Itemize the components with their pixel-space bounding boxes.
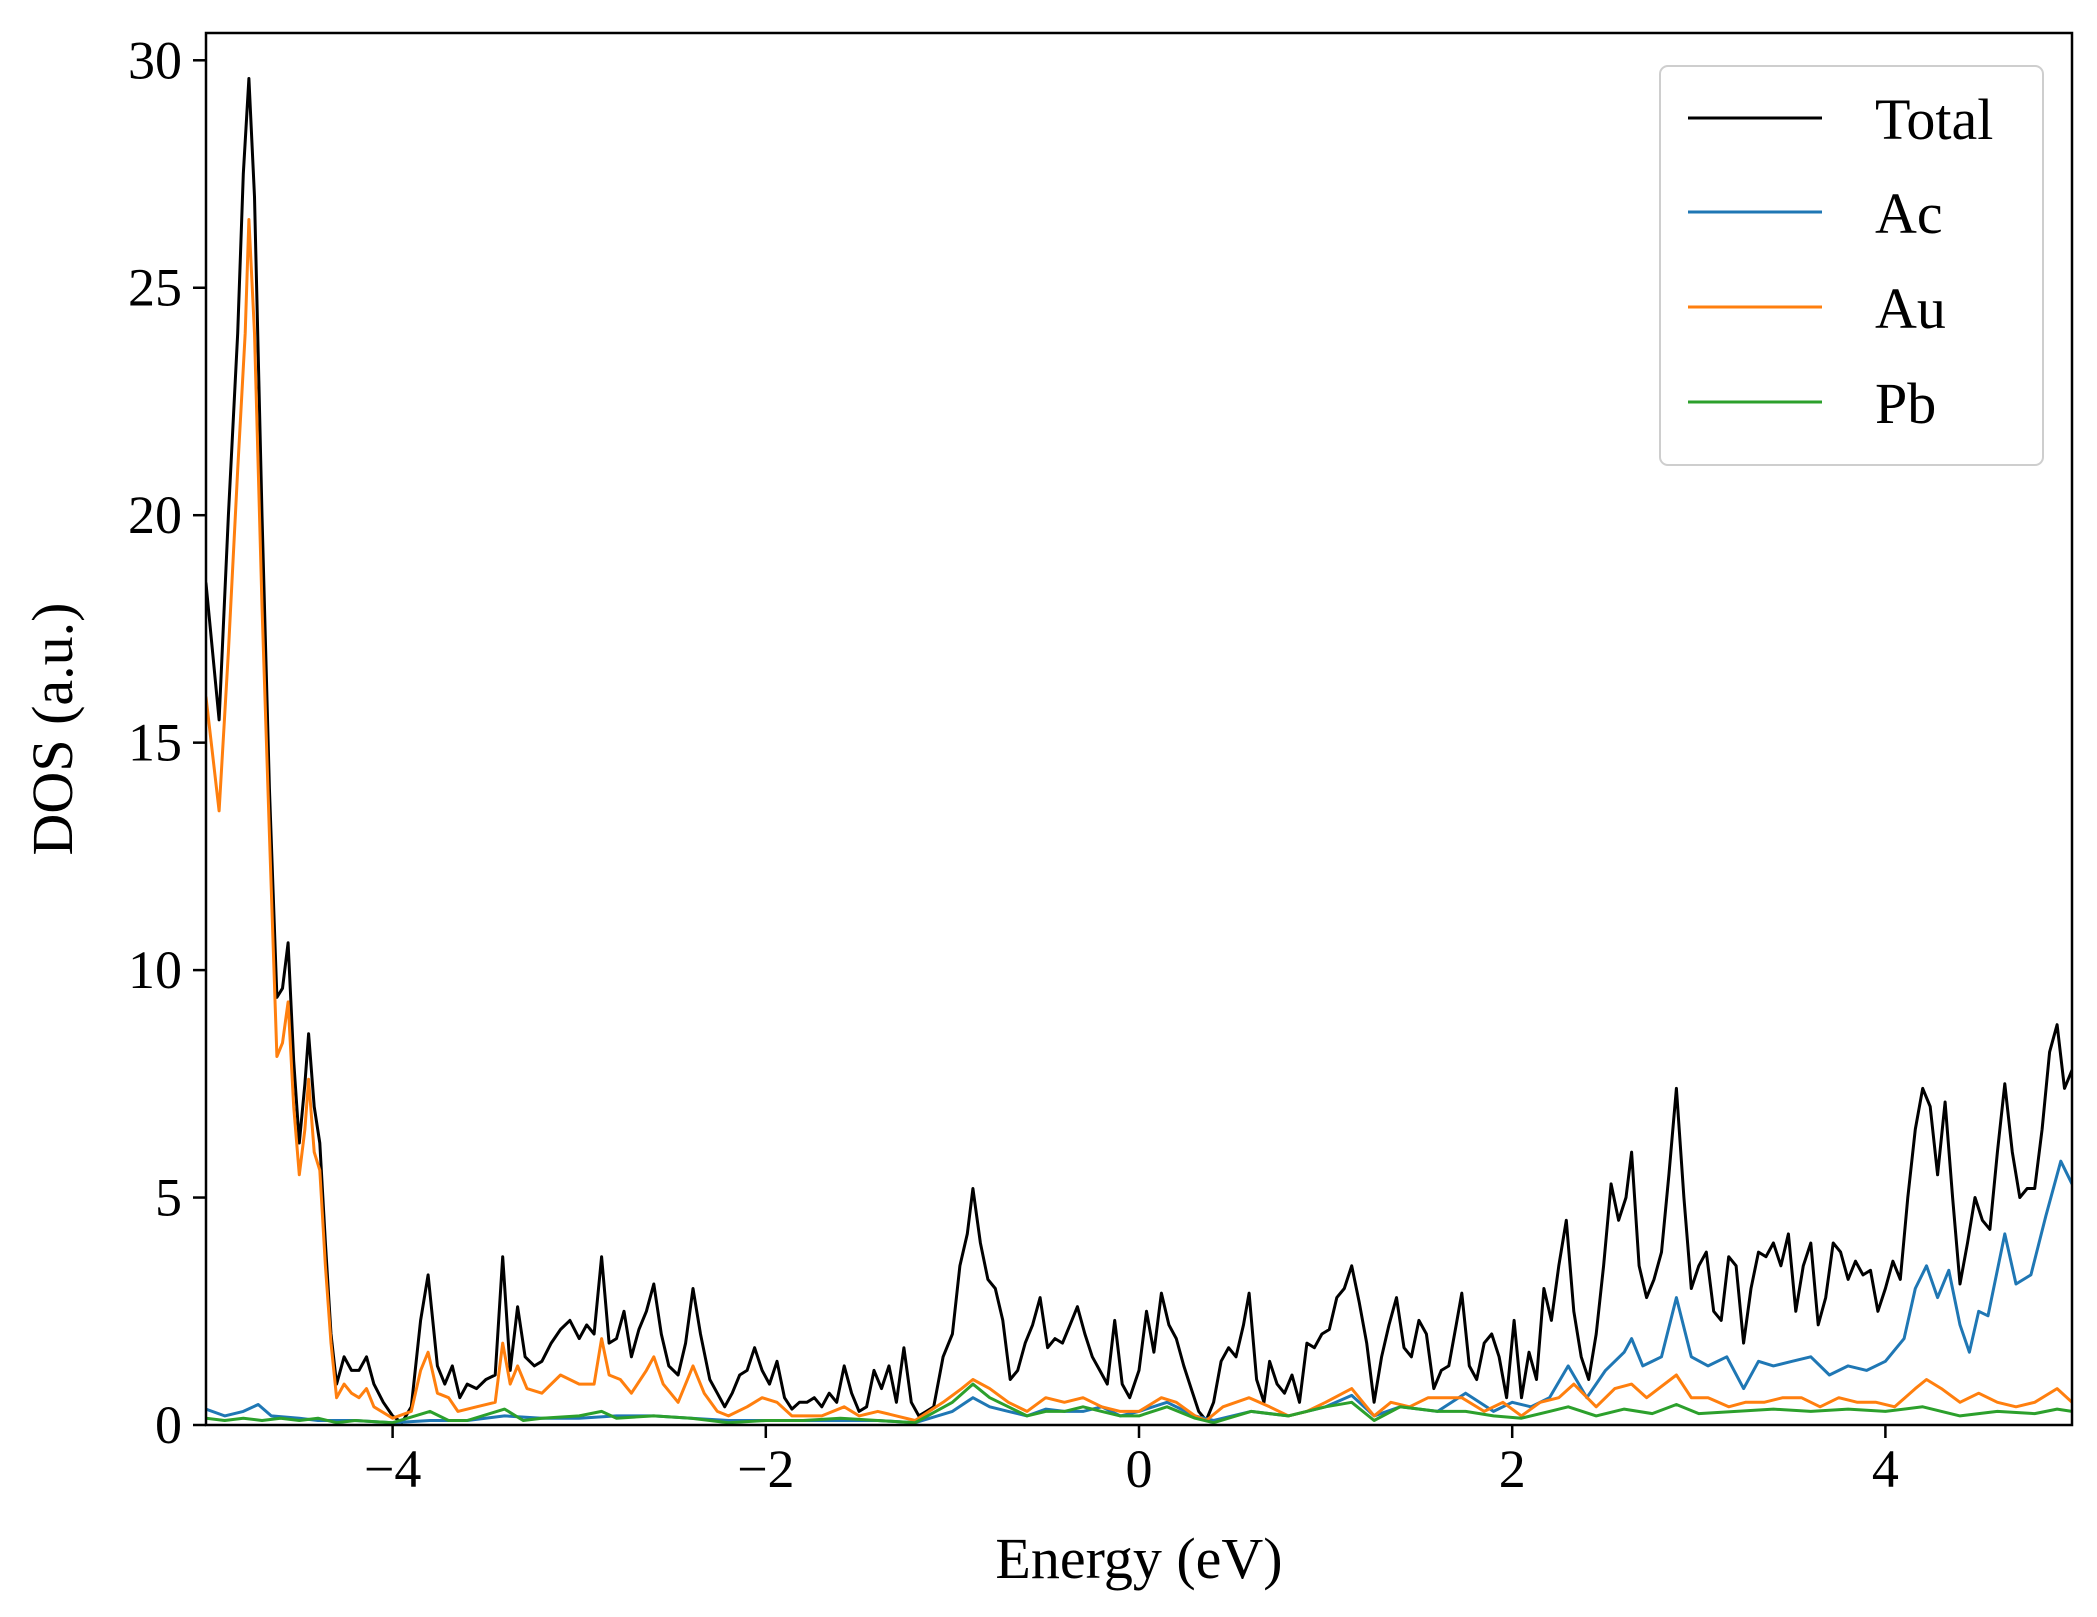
x-tick-label: 4 — [1872, 1439, 1899, 1499]
x-axis-label: Energy (eV) — [995, 1526, 1282, 1591]
series-line-ac — [206, 1159, 2072, 1425]
y-tick-label: 30 — [128, 30, 182, 90]
x-tick-label: 2 — [1499, 1439, 1526, 1499]
legend-box — [1659, 65, 2044, 466]
legend-label-pb: Pb — [1875, 371, 1936, 436]
x-axis: −4 −2 0 2 4 — [364, 1425, 1899, 1499]
x-tick-label: −4 — [364, 1439, 421, 1499]
y-axis-label: DOS (a.u.) — [20, 603, 85, 856]
series-line-pb — [206, 1382, 2072, 1425]
y-tick-label: 5 — [155, 1168, 182, 1228]
legend: Total Ac Au Pb — [1659, 65, 2044, 466]
series-line-au — [206, 218, 2072, 1422]
y-tick-label: 15 — [128, 713, 182, 773]
y-axis: 0 5 10 15 20 25 30 — [128, 30, 206, 1455]
y-tick-label: 0 — [155, 1395, 182, 1455]
y-tick-label: 10 — [128, 940, 182, 1000]
legend-label-au: Au — [1875, 276, 1946, 341]
y-tick-label: 20 — [128, 485, 182, 545]
x-tick-label: −2 — [737, 1439, 794, 1499]
series-layer — [206, 77, 2072, 1425]
series-line-total — [206, 77, 2072, 1425]
y-tick-label: 25 — [128, 258, 182, 318]
legend-label-ac: Ac — [1875, 181, 1943, 246]
x-tick-label: 0 — [1126, 1439, 1153, 1499]
legend-label-total: Total — [1875, 87, 1993, 152]
